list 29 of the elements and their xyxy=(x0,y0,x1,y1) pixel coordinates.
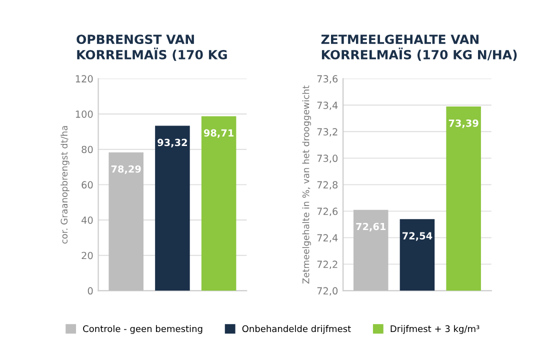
y-tick-label: 72,0 xyxy=(317,287,338,296)
y-tick-label: 72,4 xyxy=(317,234,338,243)
y-tick-label: 72,6 xyxy=(317,208,338,216)
y-tick-label: 73,4 xyxy=(317,102,338,110)
legend-label: Drijfmest + 3 kg/m³ xyxy=(390,325,480,334)
chart-title: ZETMEELGEHALTE VAN KORRELMAÏS (170 KG N/HA) xyxy=(321,34,517,61)
legend-label: Controle - geen bemesting xyxy=(83,325,202,334)
data-label: 98,71 xyxy=(204,129,234,138)
y-tick-label: 60 xyxy=(82,181,93,189)
y-tick-label: 0 xyxy=(88,287,93,295)
y-axis-title: cor. Graanopbrengst dt/ha xyxy=(60,126,70,244)
y-tick-label: 120 xyxy=(76,75,93,82)
y-tick-label: 20 xyxy=(82,252,93,260)
legend-label: Onbehandelde drijfmest xyxy=(242,325,351,334)
data-label: 73,39 xyxy=(448,119,478,128)
chart-title: OPBRENGST VAN KORRELMAÏS (170 KG xyxy=(76,34,227,61)
y-tick-label: 73,6 xyxy=(317,75,338,84)
y-tick-label: 73,0 xyxy=(317,154,338,163)
y-tick-label: 72,8 xyxy=(317,181,338,190)
y-axis-title: Zetmeelgehalte in %, van het drooggewicht xyxy=(302,86,311,284)
data-label: 78,29 xyxy=(111,165,141,174)
data-label: 72,54 xyxy=(402,232,432,241)
y-tick-label: 72,2 xyxy=(317,260,338,270)
y-tick-label: 100 xyxy=(76,110,93,118)
y-tick-label: 73,2 xyxy=(317,128,338,136)
y-tick-label: 80 xyxy=(82,146,93,154)
data-label: 72,61 xyxy=(356,222,386,232)
data-label: 93,32 xyxy=(158,138,187,148)
y-tick-label: 40 xyxy=(82,216,93,224)
